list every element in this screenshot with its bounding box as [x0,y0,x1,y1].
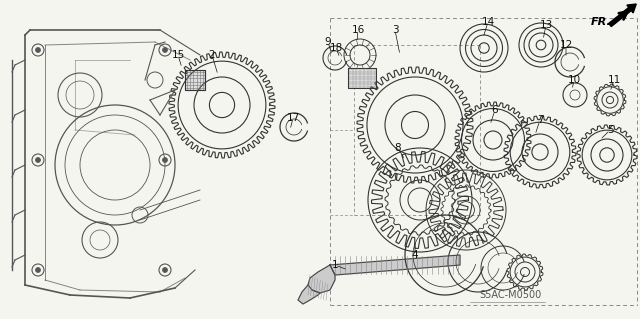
Circle shape [163,48,168,53]
Circle shape [163,158,168,162]
Polygon shape [348,68,376,88]
Text: 9: 9 [324,37,332,47]
Text: 14: 14 [481,17,495,27]
Text: 4: 4 [412,250,419,260]
Text: FR.: FR. [591,17,611,27]
Polygon shape [330,255,460,275]
Text: 12: 12 [559,40,573,50]
Text: 18: 18 [330,43,342,53]
Text: 10: 10 [568,75,580,85]
Text: 7: 7 [537,115,543,125]
Polygon shape [185,70,205,90]
Text: 5: 5 [607,125,613,135]
Text: 6: 6 [492,105,499,115]
Circle shape [35,268,40,272]
Text: 1: 1 [332,260,339,270]
Circle shape [163,268,168,272]
Polygon shape [298,285,320,304]
Text: S5AC-M0500: S5AC-M0500 [479,290,541,300]
Text: 2: 2 [209,50,215,60]
Text: 11: 11 [607,75,621,85]
Circle shape [35,48,40,53]
Text: 8: 8 [395,143,401,153]
Polygon shape [308,265,335,293]
Text: 3: 3 [392,25,398,35]
Text: 13: 13 [540,20,552,30]
Text: 15: 15 [172,50,184,60]
Circle shape [35,158,40,162]
FancyArrow shape [609,4,636,26]
Text: 16: 16 [351,25,365,35]
Text: 17: 17 [286,113,300,123]
